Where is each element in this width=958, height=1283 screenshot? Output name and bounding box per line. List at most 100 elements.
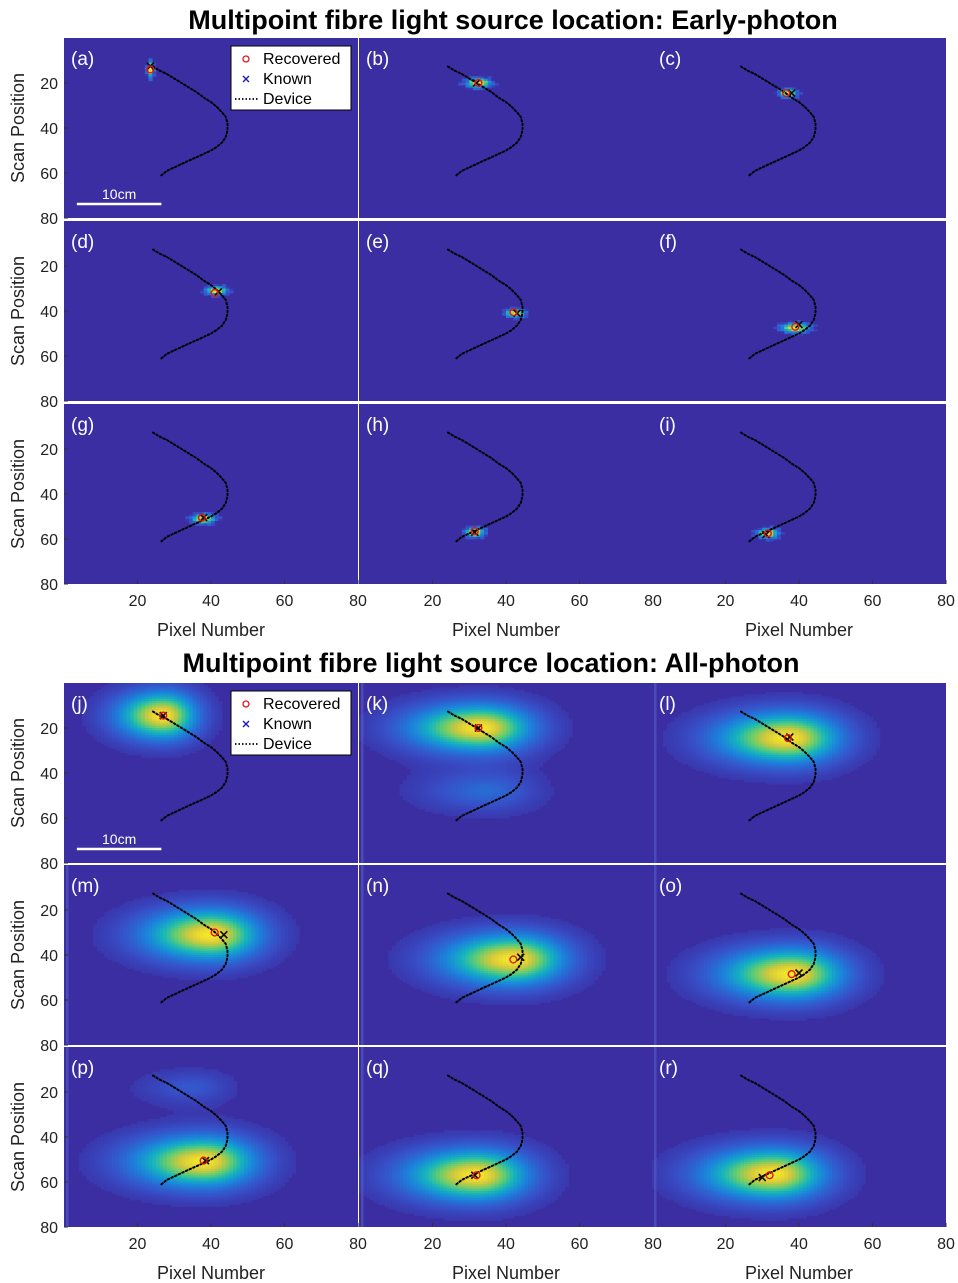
heatmap-cell: [450, 764, 455, 767]
heatmap-cell: [144, 685, 149, 688]
heatmap-cell: [432, 800, 437, 803]
heatmap-cell: [137, 723, 142, 727]
heatmap-cell: [100, 730, 105, 733]
heatmap-cell: [758, 779, 763, 783]
heatmap-cell: [425, 746, 430, 749]
heatmap-cell: [425, 777, 430, 781]
heatmap-cell: [454, 748, 459, 751]
heatmap-cell: [97, 739, 102, 742]
heatmap-cell: [454, 743, 459, 747]
heatmap-cell: [432, 719, 437, 722]
legend-known-marker: [242, 720, 250, 728]
heatmap-cell: [166, 705, 171, 709]
heatmap-cell: [406, 782, 411, 785]
heatmap-cell: [406, 746, 411, 749]
heatmap-cell: [174, 746, 179, 749]
heatmap-cell: [421, 734, 426, 738]
heatmap-cell: [89, 732, 94, 736]
heatmap-cell: [784, 331, 789, 334]
heatmap-cell: [791, 331, 796, 334]
heatmap-cell: [417, 739, 422, 742]
heatmap-cell: [166, 746, 171, 749]
y-tick-label: 60: [40, 166, 58, 183]
heatmap-cell: [192, 683, 197, 686]
heatmap-cell: [152, 696, 157, 700]
heatmap-cell: [454, 752, 459, 756]
heatmap-cell: [458, 703, 463, 706]
heatmap-cell: [370, 707, 375, 711]
heatmap-cell: [399, 788, 404, 792]
heatmap-cell: [428, 734, 433, 738]
heatmap-cell: [144, 71, 149, 75]
heatmap-cell: [130, 737, 135, 740]
heatmap-cell: [414, 795, 419, 799]
heatmap-cell: [93, 696, 98, 700]
heatmap-cell: [465, 525, 470, 529]
heatmap-cell: [443, 797, 448, 801]
heatmap-cell: [399, 732, 404, 736]
heatmap-cell: [450, 755, 455, 758]
heatmap-cell: [185, 685, 190, 688]
heatmap-cell: [155, 728, 160, 731]
heatmap-cell: [192, 705, 197, 709]
heatmap-cell: [122, 689, 127, 693]
heatmap-cell: [469, 83, 474, 86]
heatmap-cell: [410, 725, 415, 729]
heatmap-cell: [119, 703, 124, 706]
heatmap-cell: [126, 730, 131, 733]
heatmap-cell: [199, 696, 205, 700]
heatmap-cell: [148, 78, 153, 82]
heatmap-cell: [417, 728, 422, 731]
heatmap-cell: [115, 701, 120, 704]
heatmap-cell: [384, 723, 389, 727]
heatmap-cell: [399, 694, 404, 697]
heatmap-cell: [780, 331, 785, 334]
heatmap-cell: [115, 748, 120, 751]
heatmap-cell: [133, 710, 138, 713]
heatmap-cell: [414, 743, 419, 747]
heatmap-cell: [414, 710, 419, 713]
heatmap-cell: [126, 685, 131, 688]
heatmap-cell: [472, 527, 478, 531]
heatmap-cell: [126, 737, 131, 740]
heatmap-cell: [100, 714, 105, 718]
heatmap-cell: [100, 728, 105, 731]
heatmap-cell: [199, 290, 205, 294]
x-tick-label: 40: [497, 593, 515, 610]
heatmap-cell: [181, 698, 186, 702]
heatmap-cell: [406, 725, 411, 729]
heatmap-cell: [439, 743, 444, 747]
heatmap-cell: [410, 746, 415, 749]
heatmap-cell: [403, 705, 408, 709]
heatmap-cell: [392, 728, 397, 731]
heatmap-cell: [414, 784, 419, 787]
heatmap-cell: [806, 329, 811, 332]
heatmap-cell: [177, 721, 183, 724]
heatmap-cell: [806, 331, 811, 334]
heatmap-cell: [743, 779, 748, 783]
heatmap-cell: [174, 683, 179, 686]
heatmap-cell: [458, 714, 463, 718]
heatmap-cell: [776, 532, 782, 535]
y-tick-label: 40: [40, 766, 58, 783]
heatmap-cell: [406, 766, 411, 769]
heatmap-cell: [177, 705, 183, 709]
heatmap-cell: [141, 696, 146, 700]
heatmap-cell: [447, 746, 452, 749]
heatmap-cell: [425, 782, 430, 785]
heatmap-cell: [188, 521, 194, 524]
heatmap-cell: [362, 732, 367, 736]
heatmap-cell: [126, 714, 131, 718]
heatmap-cell: [133, 716, 138, 720]
heatmap-cell: [133, 707, 138, 711]
heatmap-cell: [152, 741, 157, 745]
title-early: Multipoint fibre light source location: …: [188, 5, 837, 35]
heatmap-cell: [432, 703, 437, 706]
heatmap-cell: [450, 732, 455, 736]
heatmap-cell: [144, 714, 149, 718]
heatmap-cell: [421, 725, 426, 729]
heatmap-cell: [663, 743, 668, 747]
heatmap-cell: [185, 739, 190, 742]
